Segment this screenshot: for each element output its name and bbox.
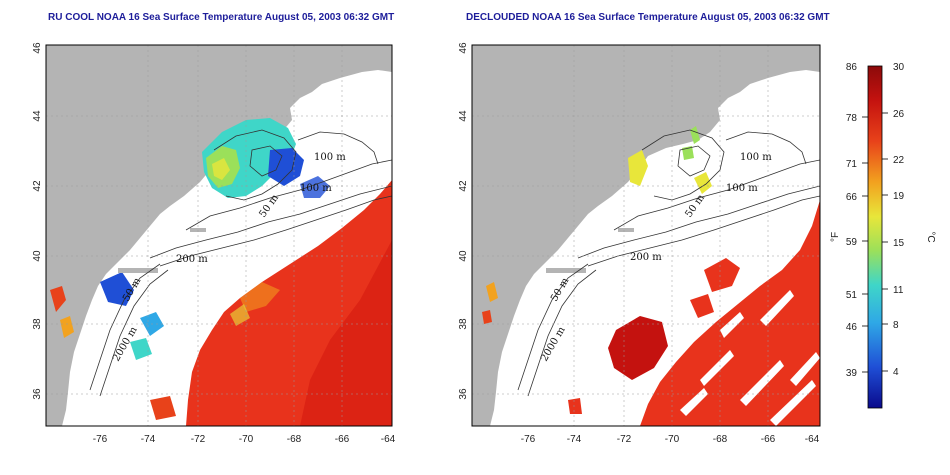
colorbar-f-tick: 66	[846, 192, 858, 203]
colorbar-f-tick: 71	[846, 159, 858, 170]
left-y-axis: 46 44 42 40 38 36	[32, 42, 43, 400]
left-map-title: RU COOL NOAA 16 Sea Surface Temperature …	[48, 12, 395, 23]
svg-text:-76: -76	[93, 434, 108, 445]
right-x-axis: -76 -74 -72 -70 -68 -66 -64	[521, 434, 820, 445]
right-map-frame	[471, 44, 821, 427]
left-x-axis: -76 -74 -72 -70 -68 -66 -64	[93, 434, 396, 445]
right-land	[472, 45, 820, 426]
svg-text:40: 40	[458, 250, 469, 262]
svg-text:-66: -66	[761, 434, 776, 445]
svg-text:36: 36	[32, 388, 43, 400]
svg-text:38: 38	[32, 318, 43, 330]
right-map-title: DECLOUDED NOAA 16 Sea Surface Temperatur…	[466, 12, 830, 23]
colorbar-c-label: °C	[925, 231, 936, 242]
colorbar-c-tick: 30	[893, 62, 905, 73]
svg-text:44: 44	[32, 110, 43, 122]
right-contour-label: 100 m	[740, 152, 772, 163]
svg-text:-72: -72	[191, 434, 206, 445]
svg-text:-74: -74	[567, 434, 582, 445]
svg-text:-68: -68	[713, 434, 728, 445]
colorbar-f-label: °F	[830, 232, 841, 242]
right-contour-label: 100 m	[726, 183, 758, 194]
colorbar-f-tick: 39	[846, 368, 858, 379]
svg-text:-68: -68	[287, 434, 302, 445]
colorbar-c-tick: 15	[893, 238, 905, 249]
left-contour-label: 100 m	[300, 183, 332, 194]
colorbar: 86 78 71 66 59 51 46 39 30 26 22 19 15 1…	[830, 62, 936, 409]
svg-text:-76: -76	[521, 434, 536, 445]
svg-text:-64: -64	[381, 434, 396, 445]
svg-text:38: 38	[458, 318, 469, 330]
svg-text:-72: -72	[617, 434, 632, 445]
colorbar-gradient	[867, 65, 883, 409]
colorbar-c-tick: 26	[893, 109, 905, 120]
svg-text:-66: -66	[335, 434, 350, 445]
svg-text:40: 40	[32, 250, 43, 262]
svg-text:-74: -74	[141, 434, 156, 445]
left-land	[46, 45, 392, 426]
right-y-axis: 46 44 42 40 38 36	[458, 42, 469, 400]
svg-text:42: 42	[32, 180, 43, 192]
right-map	[472, 45, 820, 426]
svg-text:36: 36	[458, 388, 469, 400]
colorbar-f-tick: 51	[846, 290, 858, 301]
svg-text:-70: -70	[665, 434, 680, 445]
svg-text:42: 42	[458, 180, 469, 192]
colorbar-c-tick: 4	[893, 367, 899, 378]
svg-text:46: 46	[32, 42, 43, 54]
colorbar-c-tick: 8	[893, 320, 899, 331]
colorbar-f-tick: 86	[846, 62, 858, 73]
colorbar-f-tick: 46	[846, 322, 858, 333]
left-map-frame	[45, 44, 393, 427]
svg-text:46: 46	[458, 42, 469, 54]
left-contour-label: 100 m	[314, 152, 346, 163]
colorbar-c-tick: 22	[893, 155, 905, 166]
colorbar-c-tick: 11	[893, 285, 904, 296]
left-contour-label: 200 m	[176, 254, 208, 265]
right-contour-label: 200 m	[630, 252, 662, 263]
colorbar-f-tick: 59	[846, 237, 858, 248]
colorbar-c-tick: 19	[893, 191, 905, 202]
svg-text:-64: -64	[805, 434, 820, 445]
colorbar-f-tick: 78	[846, 113, 858, 124]
left-map	[46, 45, 392, 426]
svg-text:-70: -70	[239, 434, 254, 445]
svg-text:44: 44	[458, 110, 469, 122]
